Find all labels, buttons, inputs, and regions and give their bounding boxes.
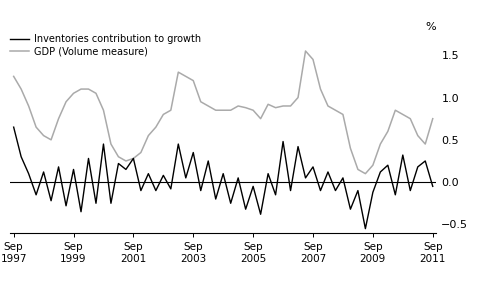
GDP (Volume measure) [303,49,309,53]
GDP (Volume measure) [11,75,17,78]
GDP (Volume measure) [310,58,316,61]
Inventories contribution to growth [295,145,301,148]
GDP (Volume measure) [363,172,369,175]
Inventories contribution to growth [430,185,435,188]
GDP (Volume measure) [190,79,196,82]
GDP (Volume measure) [26,104,32,108]
Inventories contribution to growth [11,126,17,129]
Line: GDP (Volume measure): GDP (Volume measure) [14,51,433,174]
Inventories contribution to growth [123,168,129,171]
Inventories contribution to growth [363,227,369,230]
GDP (Volume measure) [123,159,129,163]
Inventories contribution to growth [303,176,309,179]
Inventories contribution to growth [33,193,39,197]
Legend: Inventories contribution to growth, GDP (Volume measure): Inventories contribution to growth, GDP … [10,34,201,57]
GDP (Volume measure) [430,117,435,120]
Inventories contribution to growth [190,151,196,154]
Line: Inventories contribution to growth: Inventories contribution to growth [14,127,433,229]
GDP (Volume measure) [295,96,301,99]
GDP (Volume measure) [33,126,39,129]
Text: %: % [426,22,436,32]
Inventories contribution to growth [26,172,32,175]
